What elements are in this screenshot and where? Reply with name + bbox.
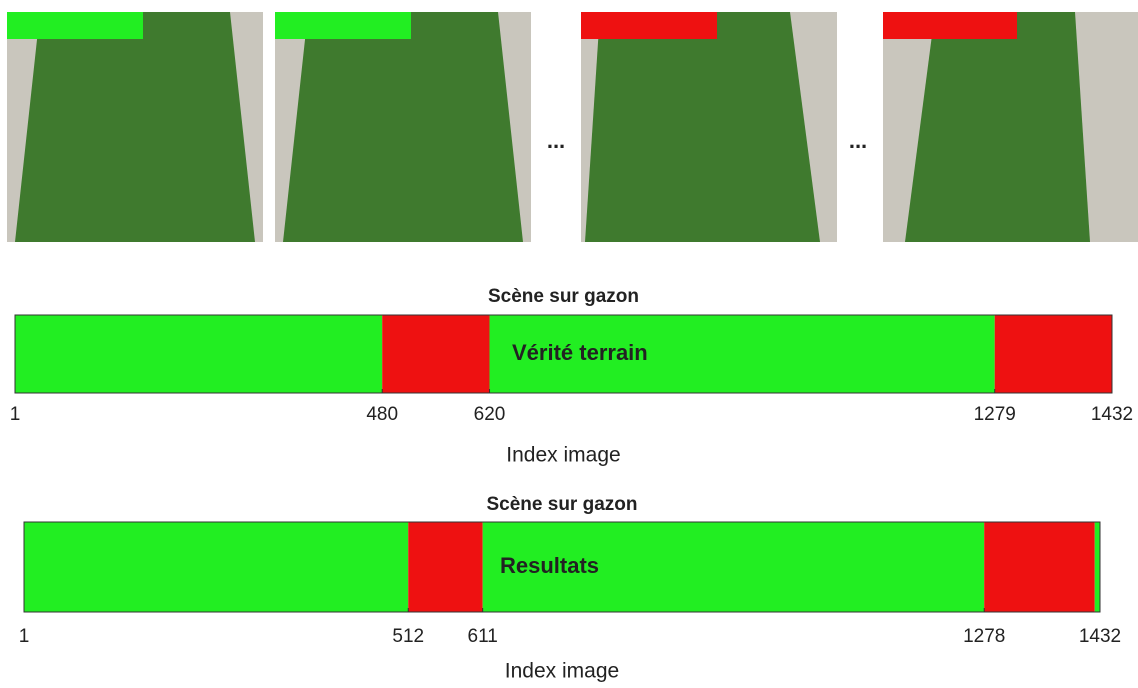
thumbnail	[581, 12, 837, 242]
bar-frame	[23, 521, 1101, 613]
x-tick-label: 1432	[1091, 404, 1133, 425]
segment	[984, 522, 1095, 612]
segment	[482, 522, 985, 612]
thumbnail	[275, 12, 531, 242]
x-tick-label: 1278	[963, 626, 1005, 647]
x-tick-label: 1	[19, 626, 30, 647]
x-tick-label: 611	[468, 626, 498, 647]
x-tick-label: 512	[392, 626, 424, 647]
x-axis-label: Index image	[506, 444, 620, 467]
bar-label: Vérité terrain	[512, 340, 648, 365]
segment	[408, 522, 483, 612]
x-tick-label: 1279	[974, 404, 1016, 425]
chart-title: Scène sur gazon	[488, 286, 639, 307]
x-tick-label: 1	[10, 404, 21, 425]
x-axis-label: Index image	[505, 660, 619, 683]
segment	[15, 315, 383, 393]
x-tick-label: 480	[366, 404, 398, 425]
x-tick-label: 1432	[1079, 626, 1121, 647]
thumbnails: ... ...	[7, 12, 1138, 242]
thumbnail	[883, 12, 1138, 242]
ellipsis: ...	[849, 128, 867, 153]
segment	[24, 522, 409, 612]
x-tick-label: 620	[474, 404, 506, 425]
segment	[1094, 522, 1100, 612]
segment	[489, 315, 995, 393]
bar-frame	[14, 314, 1113, 394]
thumbnail	[7, 12, 263, 242]
chart-title: Scène sur gazon	[487, 494, 638, 515]
ellipsis: ...	[547, 128, 565, 153]
segment	[382, 315, 490, 393]
bar-label: Resultats	[500, 553, 599, 578]
segment	[994, 315, 1112, 393]
